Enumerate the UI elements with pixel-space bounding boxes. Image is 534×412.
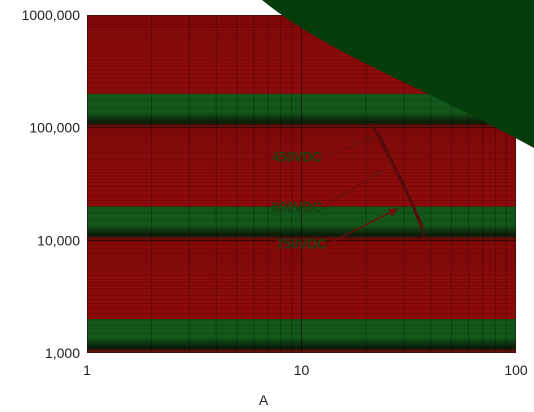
series-layer <box>369 122 427 241</box>
series-label-450VDC: 450VDC <box>272 149 322 165</box>
annotation-arrow <box>327 208 398 245</box>
x-tick-label: 10 <box>294 362 310 378</box>
corner-shape <box>262 0 534 148</box>
tick-labels: 1 10 100 1,000 10,000 100,000 1000,000 <box>22 7 528 378</box>
y-tick-label: 1,000 <box>45 345 80 361</box>
series-label-750VDC: 750VDC <box>277 235 327 251</box>
x-axis-label: A <box>259 392 269 408</box>
annotation-arrow <box>322 169 384 209</box>
annotations: 450VDC 600VDC 750VDC <box>272 134 398 251</box>
x-tick-label: 100 <box>504 362 528 378</box>
series-line-750VDC <box>378 132 427 241</box>
annotation-arrow <box>322 134 376 159</box>
x-tick-label: 1 <box>83 362 91 378</box>
series-label-600VDC: 600VDC <box>272 199 322 215</box>
plot-area <box>87 15 516 353</box>
y-tick-label: 1000,000 <box>22 7 81 23</box>
y-tick-label: 100,000 <box>29 120 80 136</box>
gridlines <box>87 15 516 353</box>
y-tick-label: 10,000 <box>37 232 80 248</box>
